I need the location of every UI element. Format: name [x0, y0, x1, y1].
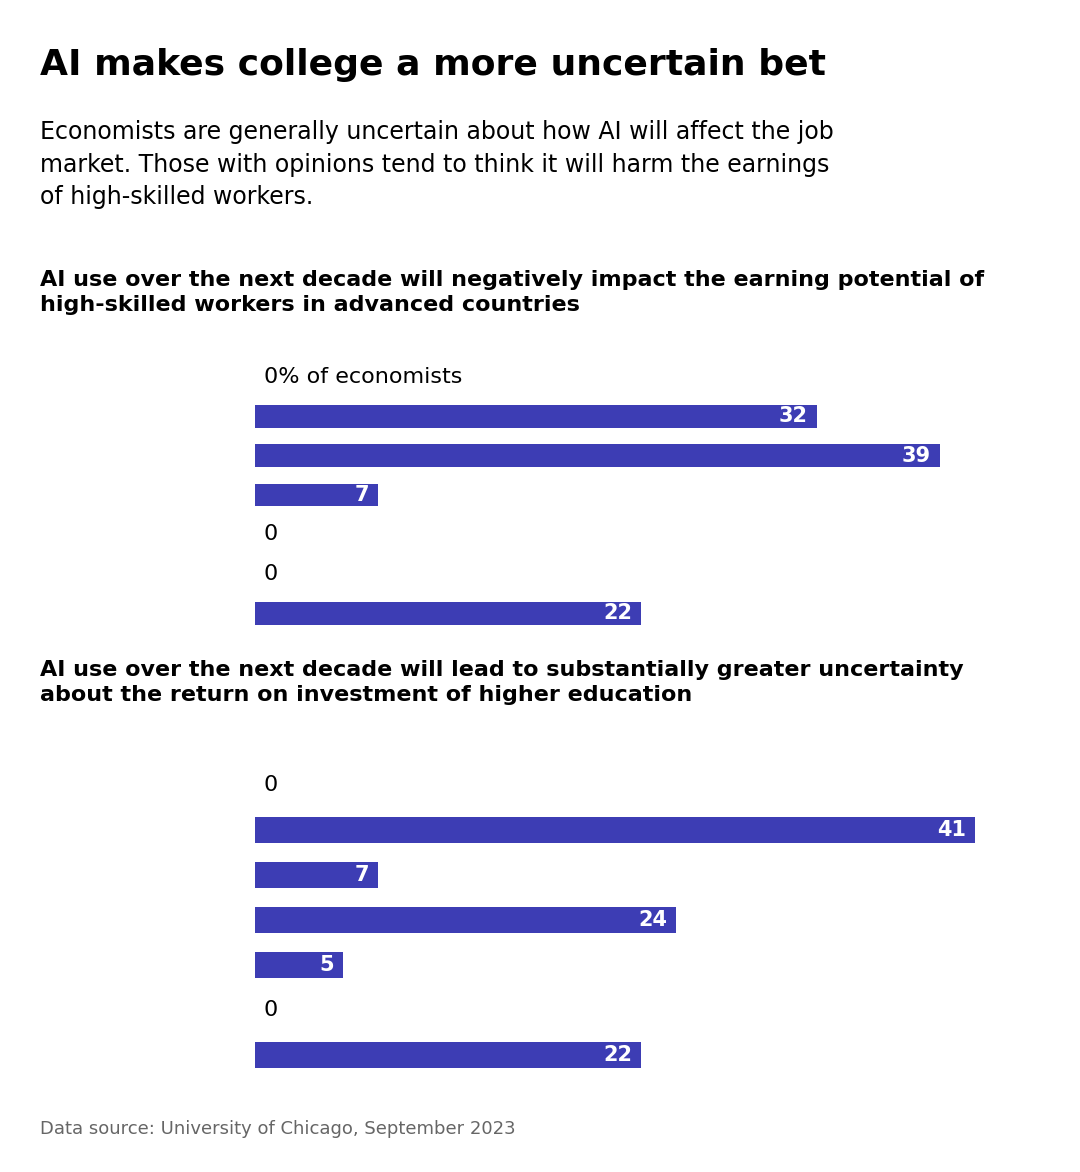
Bar: [255, 484, 378, 506]
Bar: [255, 817, 975, 843]
Text: 0: 0: [264, 1000, 278, 1020]
Bar: [255, 861, 378, 888]
Text: 32: 32: [779, 407, 808, 427]
Bar: [255, 1042, 642, 1069]
Text: AI use over the next decade will lead to substantially greater uncertainty
about: AI use over the next decade will lead to…: [40, 660, 963, 704]
Text: 5: 5: [320, 955, 334, 975]
Bar: [255, 602, 642, 625]
Text: 24: 24: [638, 909, 667, 931]
Text: 0: 0: [264, 524, 278, 545]
Bar: [255, 952, 342, 979]
Text: 7: 7: [354, 485, 369, 505]
Text: AI makes college a more uncertain bet: AI makes college a more uncertain bet: [40, 48, 826, 82]
Text: Data source: University of Chicago, September 2023: Data source: University of Chicago, Sept…: [40, 1120, 515, 1138]
Text: 0: 0: [264, 564, 278, 584]
Text: 41: 41: [937, 820, 966, 840]
Text: 39: 39: [902, 445, 931, 465]
Bar: [255, 444, 940, 466]
Text: AI use over the next decade will negatively impact the earning potential of
high: AI use over the next decade will negativ…: [40, 270, 984, 315]
Text: 7: 7: [354, 865, 369, 885]
Text: Economists are generally uncertain about how AI will affect the job
market. Thos: Economists are generally uncertain about…: [40, 120, 834, 209]
Text: 0% of economists: 0% of economists: [264, 367, 462, 387]
Bar: [255, 404, 816, 428]
Text: 22: 22: [604, 1045, 633, 1065]
Text: 22: 22: [604, 604, 633, 624]
Text: 0: 0: [264, 775, 278, 795]
Bar: [255, 907, 676, 933]
